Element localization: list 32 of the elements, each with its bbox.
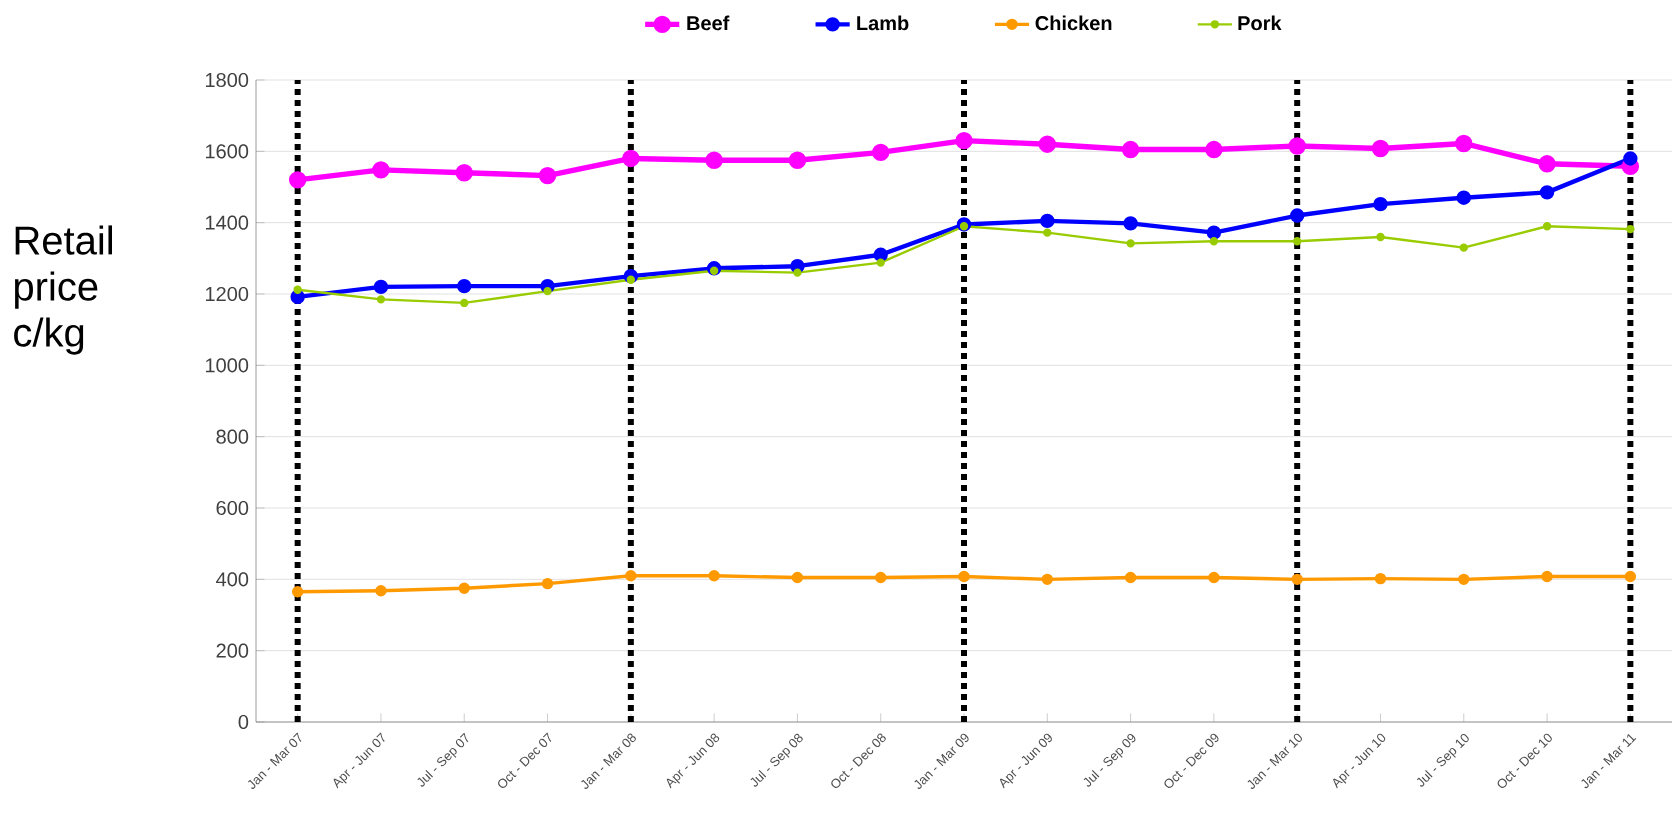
y-tick-label: 1800	[205, 72, 249, 88]
y-tick-label: 600	[216, 500, 249, 516]
y-tick-label: 0	[238, 714, 249, 730]
x-tick-label: Jan - Mar 08	[581, 733, 636, 789]
legend-label: Pork	[1238, 15, 1282, 31]
y-tick-label: 800	[216, 429, 249, 444]
x-tick-label: Apr - Jun 07	[333, 732, 385, 789]
y-tick-label: 1400	[205, 215, 249, 230]
x-tick-label: Oct - Dec 10	[1497, 733, 1552, 788]
y-tick-label: 200	[216, 643, 249, 658]
y-axis-title: Retail price c/kg	[14, 225, 112, 355]
x-tick-label: Oct - Dec 08	[831, 733, 886, 788]
x-tick-label: Jul - Sep 08	[750, 733, 803, 787]
x-tick-label: Oct - Dec 09	[1164, 733, 1219, 788]
y-tick-label: 1200	[205, 286, 249, 302]
x-tick-label: Apr - Jun 10	[1333, 733, 1386, 789]
y-tick-label: 1600	[205, 144, 249, 159]
x-tick-label: Jul - Sep 09	[1083, 733, 1136, 787]
x-tick-label: Oct - Dec 07	[498, 732, 552, 788]
x-tick-label: Jul - Sep 10	[1416, 733, 1469, 787]
x-tick-label: Jan - Mar 11	[1581, 733, 1637, 789]
x-tick-label: Apr - Jun 09	[999, 733, 1052, 789]
y-tick-label: 400	[216, 572, 249, 587]
legend-label: Beef	[687, 15, 730, 31]
legend-label: Lamb	[857, 15, 909, 31]
y-tick-label: 1000	[205, 358, 249, 373]
x-tick-label: Jan - Mar 07	[247, 732, 302, 789]
x-tick-label: Apr - Jun 08	[666, 733, 720, 789]
x-tick-label: Jan - Mar 10	[1247, 733, 1302, 789]
legend-label: Chicken	[1035, 15, 1112, 31]
x-tick-label: Jul - Sep 07	[417, 732, 469, 787]
x-tick-label: Jan - Mar 09	[914, 733, 969, 789]
